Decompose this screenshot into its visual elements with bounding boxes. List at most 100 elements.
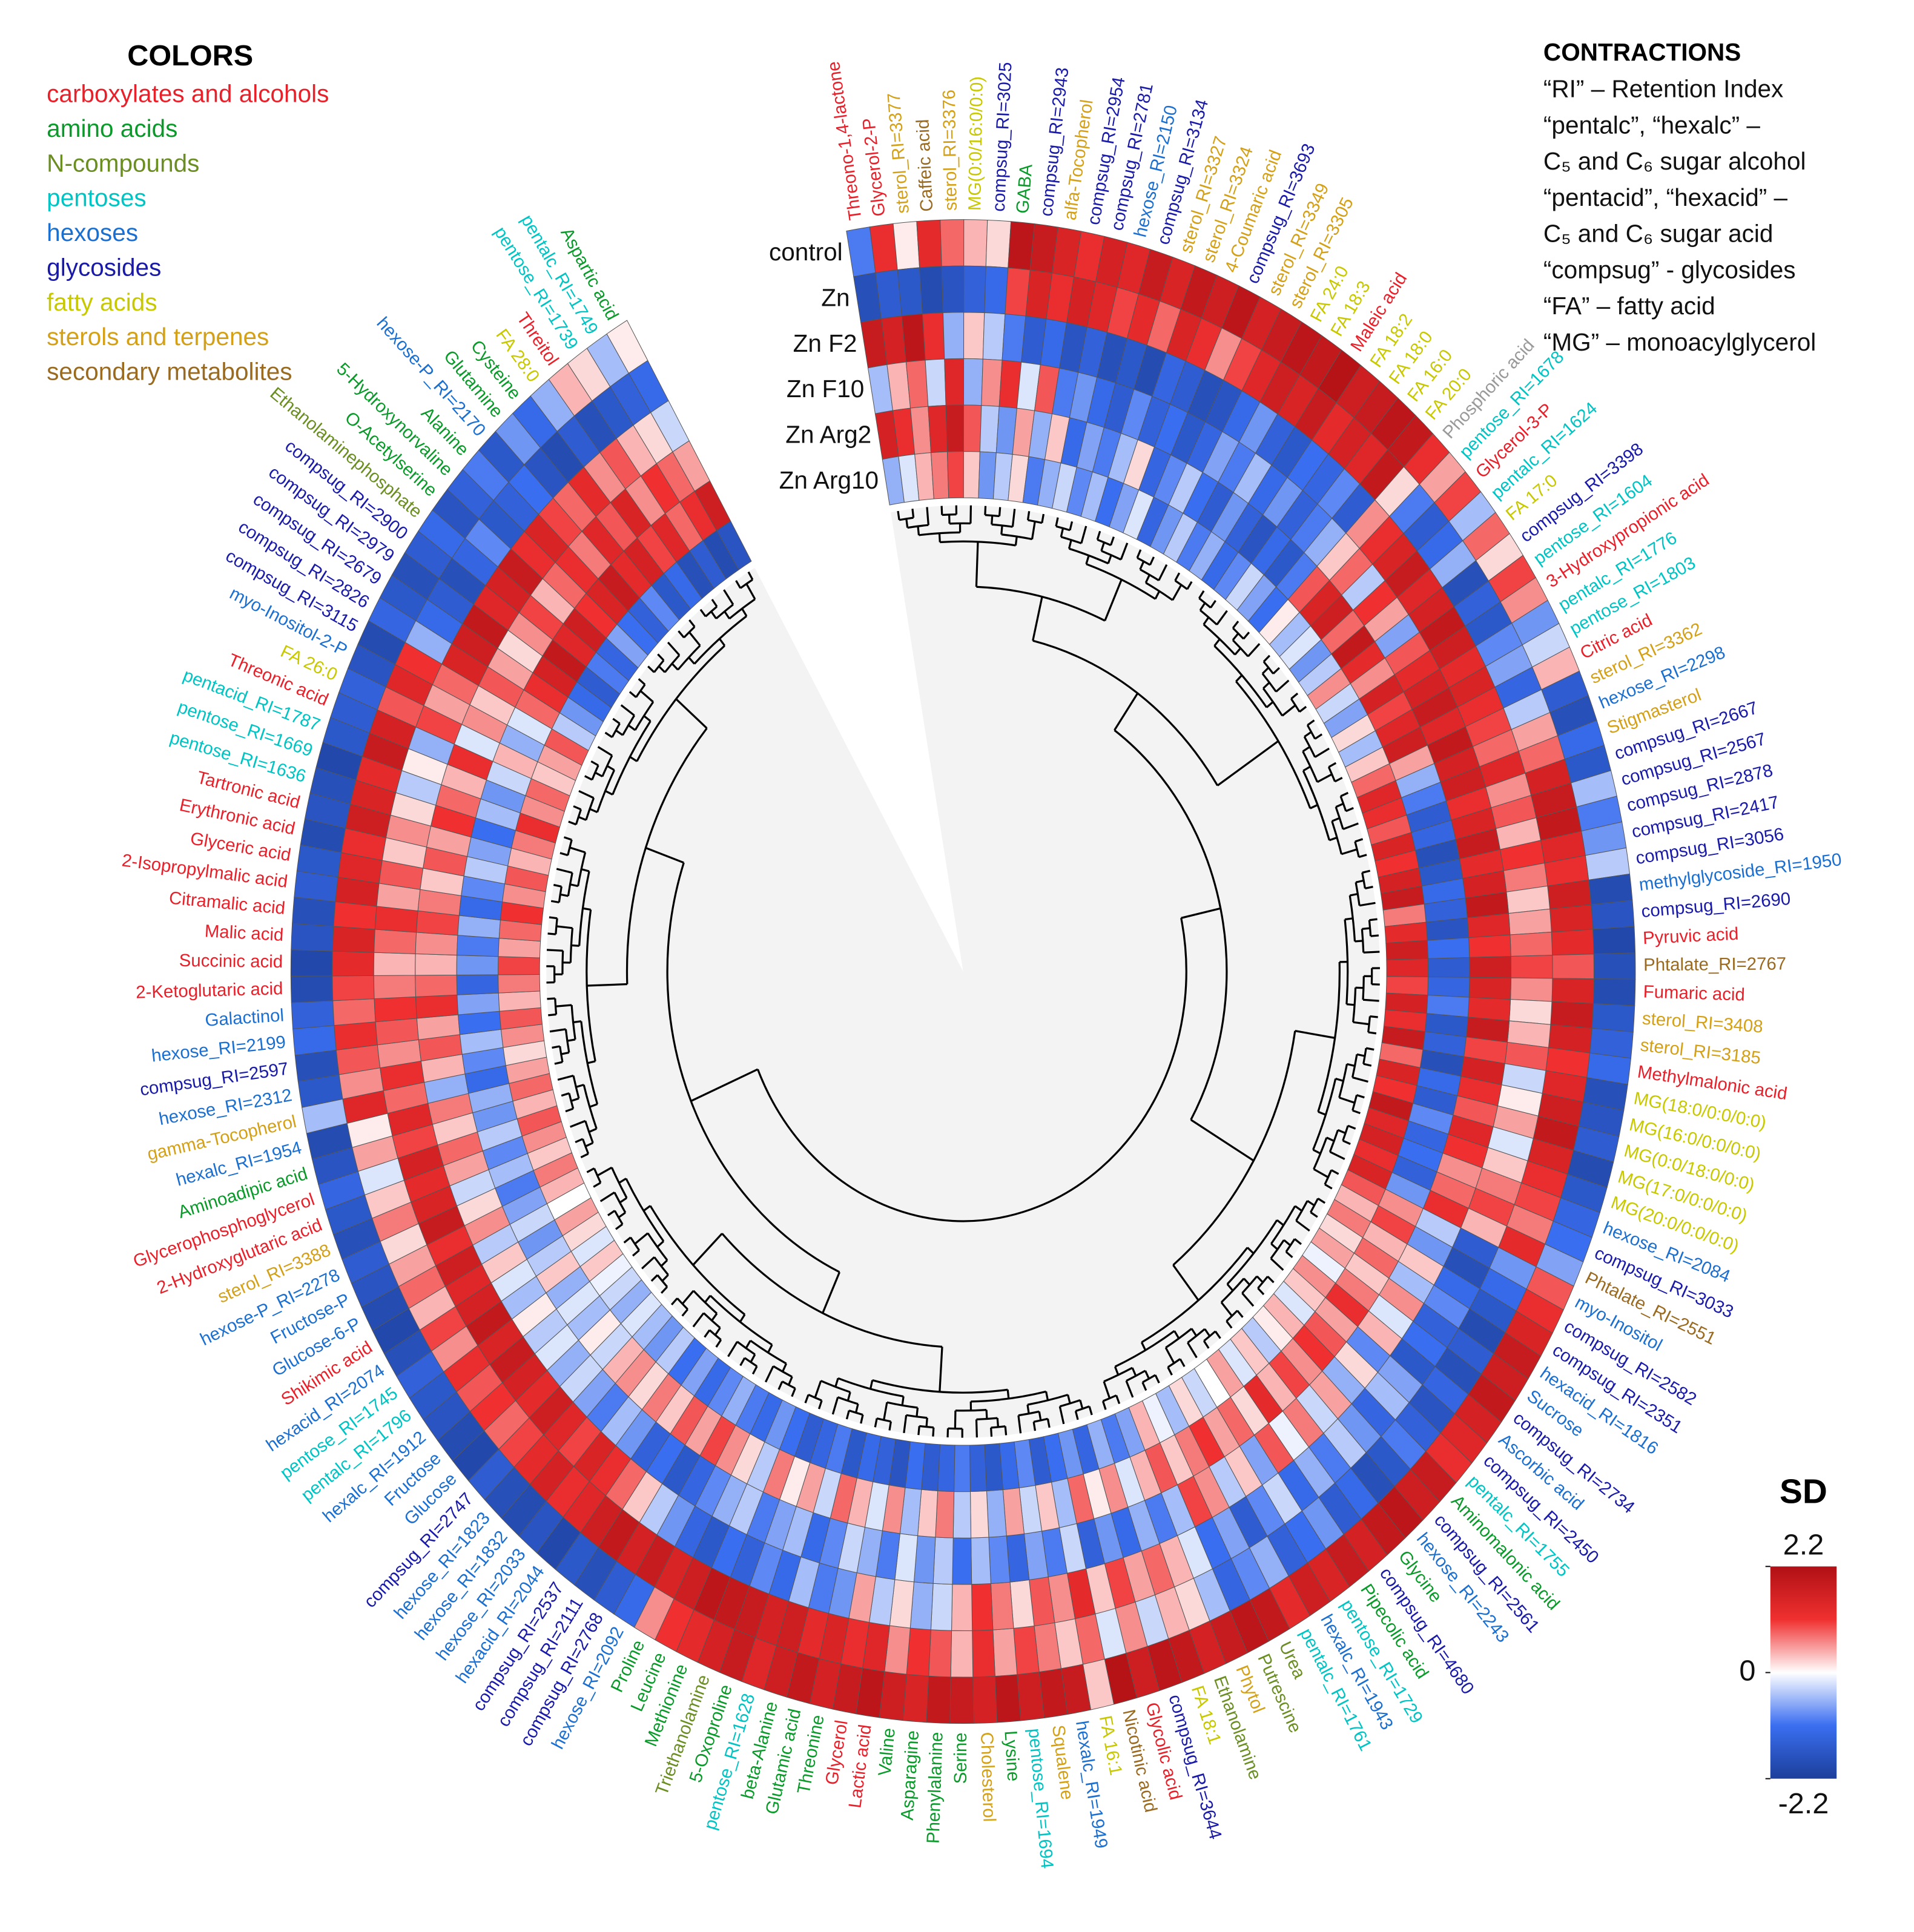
dendrogram-branch xyxy=(938,533,941,542)
heatmap-cell xyxy=(945,404,965,452)
dendrogram-branch xyxy=(1167,1367,1173,1376)
dendrogram-branch xyxy=(1236,1310,1244,1318)
dendrogram-arc xyxy=(1302,770,1330,841)
dendrogram-branch xyxy=(1226,1320,1233,1329)
dendrogram-arc xyxy=(1303,736,1316,758)
dendrogram-branch xyxy=(723,589,734,605)
heatmap-cell xyxy=(1510,955,1553,979)
category-label: sterol_RI=3376 xyxy=(939,90,961,211)
dendrogram-arc xyxy=(578,871,590,946)
dendrogram-branch xyxy=(1243,1278,1251,1286)
heatmap-cell xyxy=(984,266,1009,315)
dendrogram-branch xyxy=(1173,1330,1180,1339)
dendrogram-branch xyxy=(650,1274,658,1282)
dendrogram-branch xyxy=(985,1409,988,1419)
category-label: Citramalic acid xyxy=(168,888,286,918)
dendrogram-branch xyxy=(1355,838,1364,843)
legend-item: pentoses xyxy=(47,184,146,212)
dendrogram-branch xyxy=(1276,1219,1284,1226)
dendrogram-arc xyxy=(585,797,595,820)
dendrogram-branch xyxy=(1365,886,1373,889)
dendrogram-branch xyxy=(1154,1374,1160,1383)
heatmap-cell xyxy=(332,951,375,977)
dendrogram-branch xyxy=(1101,1400,1107,1410)
dendrogram-branch xyxy=(888,1421,892,1431)
dendrogram-branch xyxy=(585,1142,593,1147)
dendrogram-branch xyxy=(1347,1124,1356,1130)
dendrogram-branch xyxy=(1011,509,1016,527)
dendrogram-arc xyxy=(1059,1399,1081,1408)
heatmap-cell xyxy=(1593,952,1636,980)
heatmap-cell xyxy=(415,953,458,976)
dendrogram-branch xyxy=(747,571,754,581)
category-label: Malic acid xyxy=(204,921,284,945)
dendrogram-branch xyxy=(581,868,590,872)
dendrogram-branch xyxy=(1190,1119,1255,1162)
dendrogram-branch xyxy=(1362,998,1379,1002)
dendrogram-branch xyxy=(1283,1239,1292,1247)
dendrogram-branch xyxy=(1104,579,1123,621)
dendrogram-branch xyxy=(555,1004,572,1007)
dendrogram-branch xyxy=(739,1357,746,1367)
dendrogram-branch xyxy=(1100,542,1106,552)
dendrogram-branch xyxy=(573,1020,582,1024)
row-label: Zn F10 xyxy=(787,375,864,403)
dendrogram-branch xyxy=(854,1403,859,1413)
heatmap-cell xyxy=(290,975,334,1003)
heatmap-cell xyxy=(893,221,920,271)
dendrogram-branch xyxy=(903,1415,908,1434)
dendrogram-branch xyxy=(1339,1096,1355,1104)
dendrogram-arc xyxy=(708,1329,722,1341)
category-label: GABA xyxy=(1012,163,1036,214)
dendrogram-branch xyxy=(897,510,900,521)
dendrogram-branch xyxy=(580,1153,589,1159)
dendrogram-branch xyxy=(1353,1021,1370,1026)
dendrogram-branch xyxy=(571,944,579,947)
dendrogram-branch xyxy=(632,1249,640,1257)
heatmap-cell xyxy=(415,932,458,956)
dendrogram-branch xyxy=(1342,1139,1351,1146)
heatmap-cell xyxy=(906,1627,931,1676)
category-label: Cholesterol xyxy=(977,1732,999,1822)
dendrogram-branch xyxy=(1299,705,1307,713)
legend-item: sterols and terpenes xyxy=(47,323,269,351)
dendrogram-branch xyxy=(1334,777,1343,783)
dendrogram-branch xyxy=(1213,638,1221,647)
dendrogram-branch xyxy=(570,1119,586,1128)
dendrogram-branch xyxy=(1114,693,1139,731)
dendrogram-branch xyxy=(1074,1411,1079,1420)
dendrogram-branch xyxy=(1014,536,1018,546)
category-label: Threono-1,4-lactone xyxy=(823,60,866,221)
heatmap-cell xyxy=(994,1674,1021,1723)
dendrogram-arc xyxy=(991,1425,1006,1429)
dendrogram-branch xyxy=(1017,1415,1022,1434)
dendrogram-branch xyxy=(606,765,615,771)
heatmap-cell xyxy=(986,1489,1007,1538)
legend-item: N-compounds xyxy=(47,149,199,177)
dendrogram-arc xyxy=(664,654,681,673)
dendrogram-branch xyxy=(688,619,696,628)
heatmap-cell xyxy=(1510,977,1553,1002)
dendrogram-branch xyxy=(1120,542,1129,560)
dendrogram-arc xyxy=(919,1425,934,1429)
dendrogram-branch xyxy=(559,893,569,897)
dendrogram-branch xyxy=(1067,1394,1071,1404)
heatmap-cell xyxy=(498,956,540,975)
legend-item: fatty acids xyxy=(47,288,157,316)
legend-item: carboxylates and alcohols xyxy=(47,80,329,108)
dendrogram-branch xyxy=(595,771,603,777)
dendrogram-branch xyxy=(1352,1076,1368,1083)
heatmap-cell xyxy=(1591,900,1635,930)
dendrogram-branch xyxy=(1041,513,1045,523)
dendrogram-branch xyxy=(1270,1243,1278,1250)
dendrogram-branch xyxy=(1198,590,1205,599)
dendrogram-arc xyxy=(582,1084,598,1129)
contraction-line: “MG” – monoacylglycerol xyxy=(1543,328,1816,356)
heatmap-cell xyxy=(992,1627,1018,1677)
legend-item: hexoses xyxy=(47,219,138,246)
dendrogram-arc xyxy=(991,523,1013,528)
heatmap-cell xyxy=(1467,913,1511,938)
dendrogram-branch xyxy=(557,1074,574,1081)
dendrogram-branch xyxy=(710,611,718,619)
heatmap-cell xyxy=(940,219,965,267)
